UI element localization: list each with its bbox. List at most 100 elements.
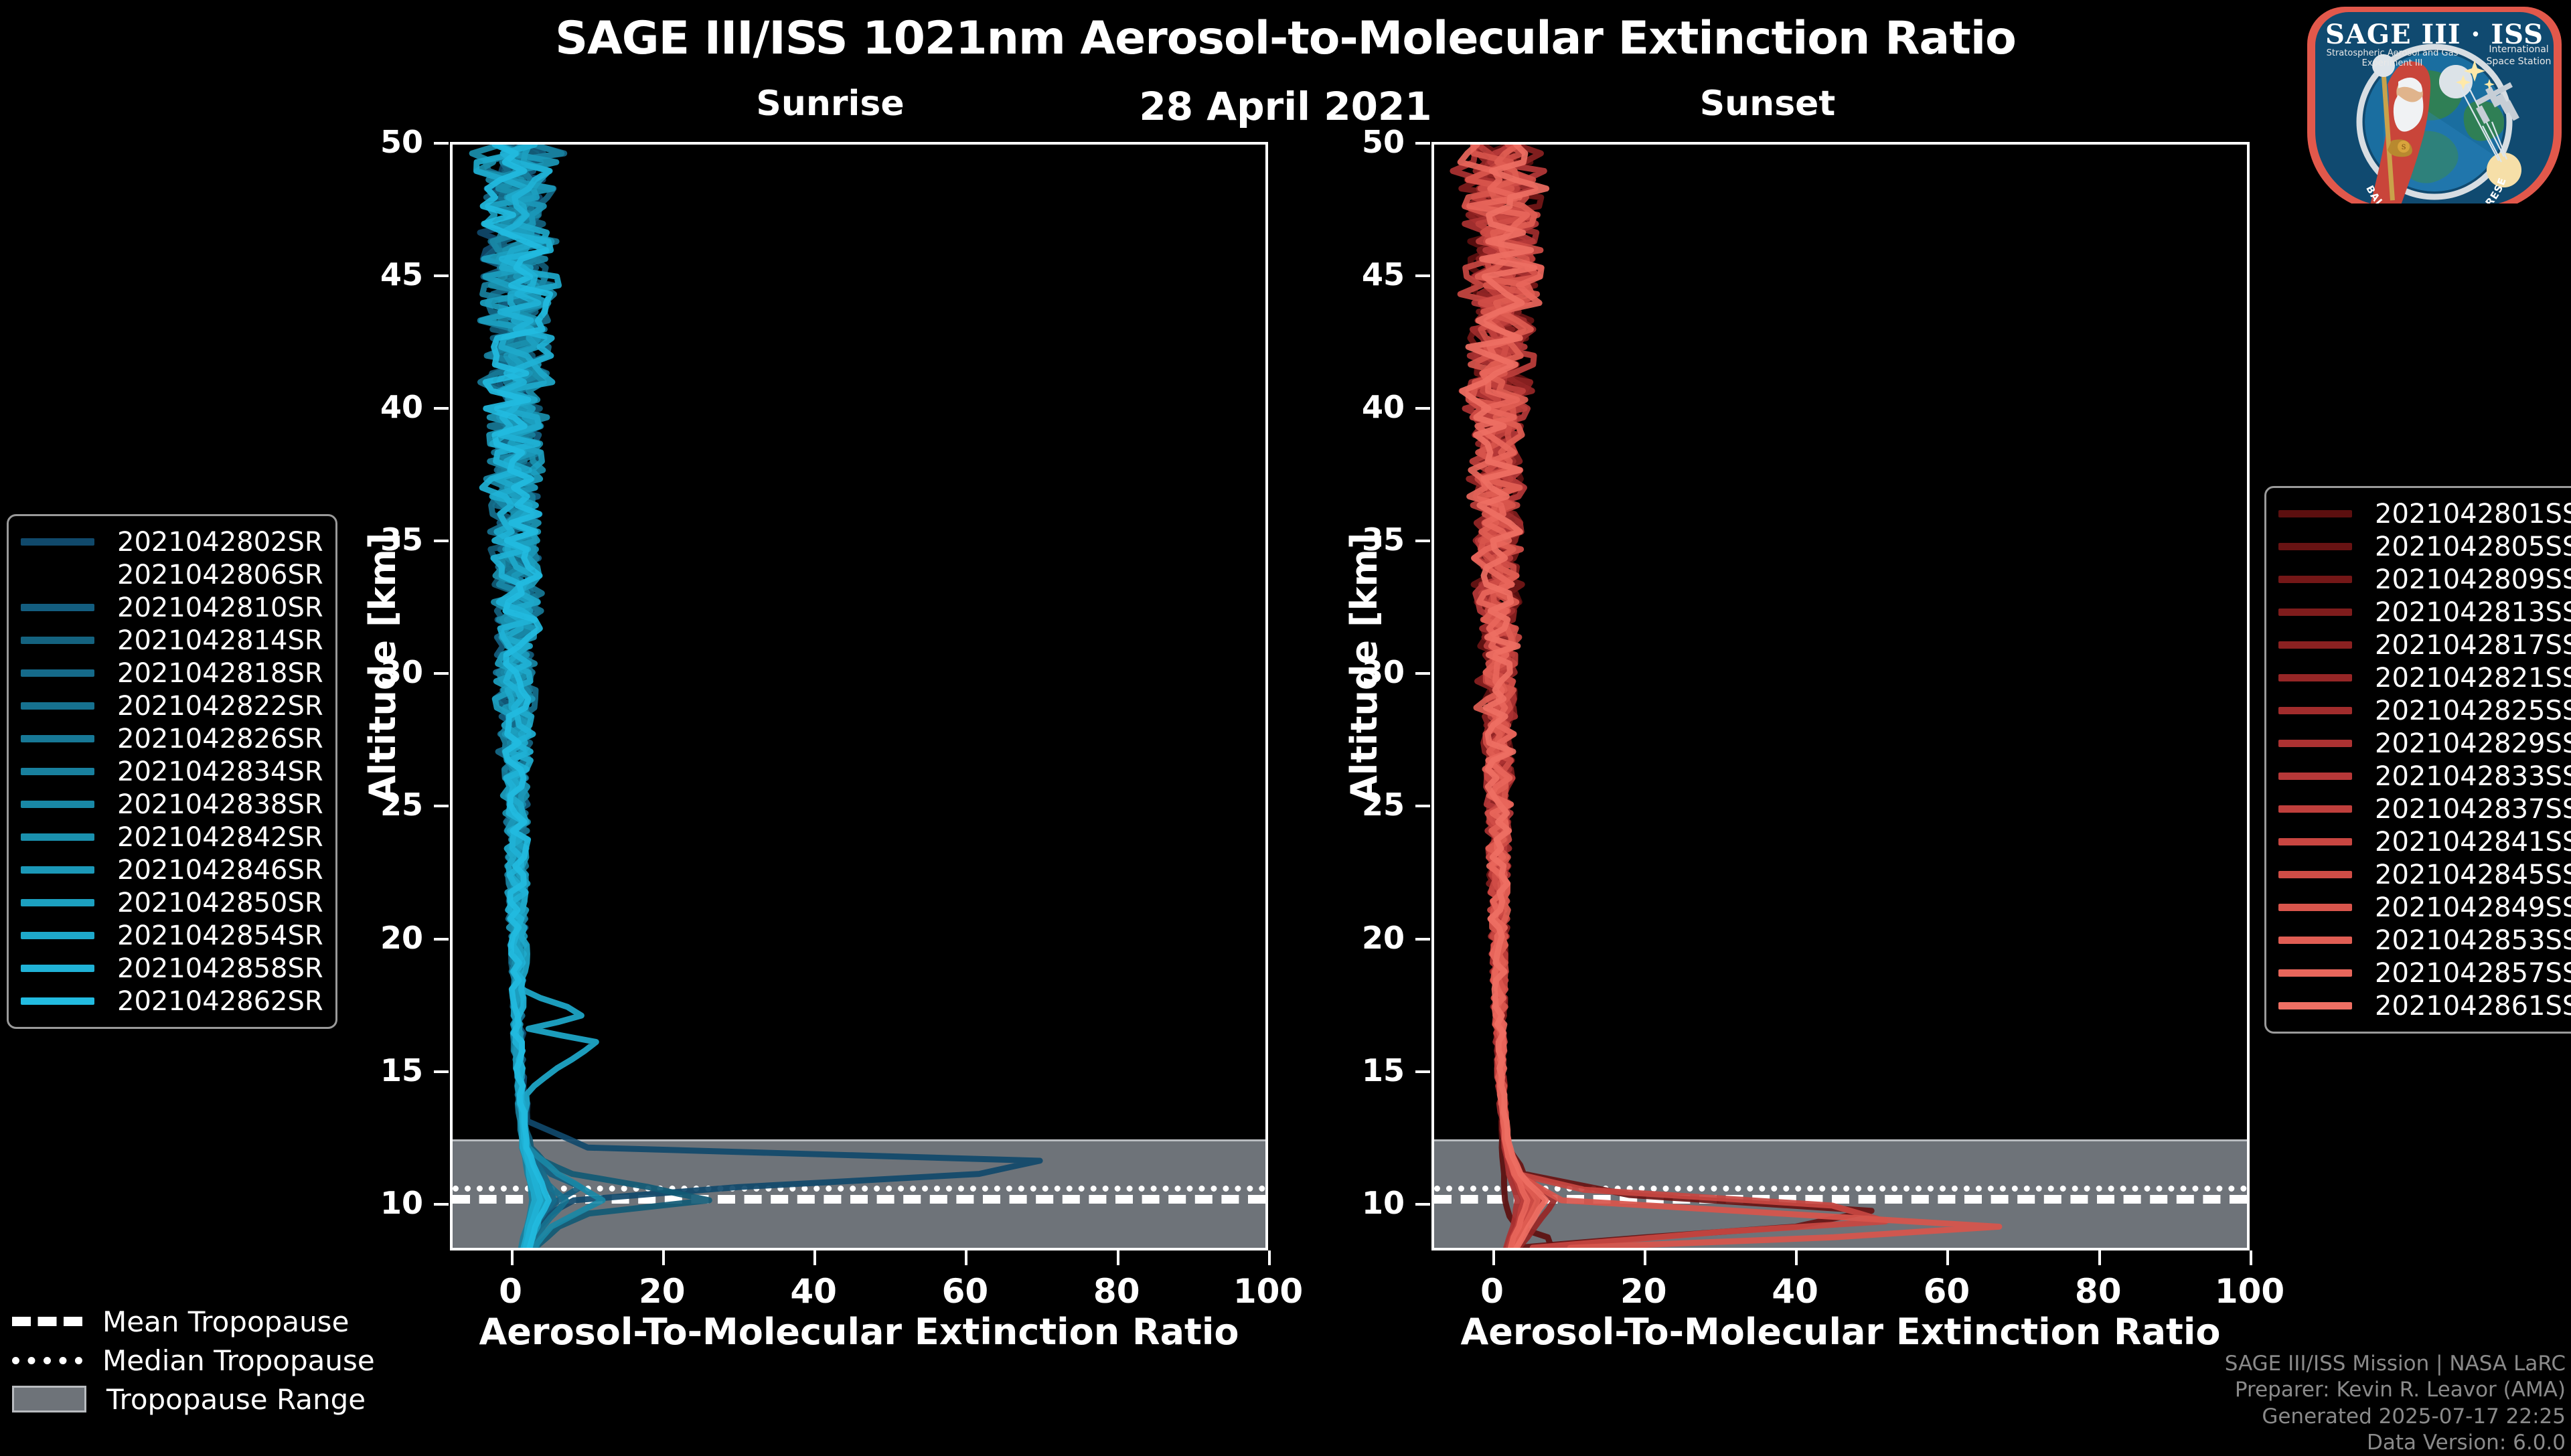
y-axis-tick-label: 35 (380, 521, 423, 558)
sunset-subtitle: Sunset (1699, 84, 1836, 124)
y-axis-tick (434, 274, 449, 278)
legend-color-swatch (21, 604, 94, 611)
x-axis-tick-label: 40 (1772, 1272, 1818, 1311)
legend-color-swatch (21, 801, 94, 808)
y-axis-tick-label: 40 (380, 389, 423, 426)
legend-label: 2021042842SR (117, 821, 323, 853)
sunrise-legend-item[interactable]: 2021042814SR (21, 624, 323, 657)
legend-color-swatch (2278, 740, 2352, 747)
sunset-legend[interactable]: 2021042801SS 2021042805SS 2021042809SS 2021… (2264, 486, 2571, 1034)
y-axis-tick (434, 937, 449, 941)
sunrise-legend-item[interactable]: 2021042842SR (21, 821, 323, 854)
sunrise-legend-item[interactable]: 2021042854SR (21, 919, 323, 952)
legend-color-swatch (21, 899, 94, 906)
legend-color-swatch (2278, 641, 2352, 649)
sunrise-legend-item[interactable]: 2021042858SR (21, 952, 323, 985)
sunset-legend-item[interactable]: 2021042861SS (2278, 989, 2571, 1022)
sunrise-legend-item[interactable]: 2021042846SR (21, 854, 323, 886)
y-axis-tick (434, 1070, 449, 1073)
legend-color-swatch (2278, 674, 2352, 681)
profile-line (477, 145, 1043, 1248)
sunrise-legend-item[interactable]: 2021042850SR (21, 886, 323, 919)
tropopause-legend-item: Median Tropopause (12, 1341, 375, 1380)
sunset-legend-item[interactable]: 2021042845SS (2278, 858, 2571, 891)
sunrise-legend-item[interactable]: 2021042806SR (21, 558, 323, 591)
sunrise-legend-item[interactable]: 2021042822SR (21, 690, 323, 722)
y-axis-tick (1415, 672, 1430, 675)
x-axis-tick-label: 40 (790, 1272, 837, 1311)
sage-iii-iss-mission-patch: S BALL · NASA LANGLEY RESEARCH CENTER · … (2299, 0, 2566, 234)
legend-color-swatch (21, 997, 94, 1005)
x-axis-tick (2250, 1250, 2252, 1265)
legend-color-swatch (2278, 510, 2352, 517)
sunset-legend-item[interactable]: 2021042853SS (2278, 924, 2571, 957)
x-axis-tick (510, 1250, 514, 1265)
patch-subtitle-right: International Space Station (2486, 44, 2552, 67)
x-axis-tick (1492, 1250, 1495, 1265)
tropopause-range-band-sunset (1434, 1139, 2247, 1248)
y-axis-tick-label: 50 (380, 124, 423, 160)
sunrise-profile-curves (469, 145, 1043, 1248)
sunrise-legend-item[interactable]: 2021042826SR (21, 722, 323, 755)
profile-line (1457, 145, 1889, 1248)
legend-label: 2021042854SR (117, 920, 323, 951)
credits-line: Data Version: 6.0.0 (2366, 1431, 2566, 1455)
y-axis-tick-label: 45 (1361, 256, 1405, 293)
y-axis-tick-label: 20 (380, 919, 423, 956)
legend-label: 2021042834SR (117, 756, 323, 787)
tropopause-legend-swatch (12, 1356, 82, 1364)
sunset-legend-item[interactable]: 2021042817SS (2278, 629, 2571, 661)
legend-label: 2021042861SS (2375, 990, 2571, 1022)
svg-text:S: S (2402, 144, 2406, 151)
legend-label: 2021042833SS (2375, 760, 2571, 792)
credits-line: SAGE III/ISS Mission | NASA LaRC (2224, 1352, 2566, 1376)
legend-label: 2021042853SS (2375, 924, 2571, 956)
legend-label: 2021042814SR (117, 625, 323, 656)
sunset-legend-item[interactable]: 2021042829SS (2278, 727, 2571, 760)
sunset-legend-item[interactable]: 2021042837SS (2278, 793, 2571, 825)
sunset-legend-item[interactable]: 2021042809SS (2278, 563, 2571, 596)
legend-label: 2021042802SR (117, 526, 323, 558)
legend-label: 2021042837SS (2375, 793, 2571, 825)
sunrise-legend-item[interactable]: 2021042862SR (21, 985, 323, 1018)
sunrise-legend-item[interactable]: 2021042818SR (21, 657, 323, 690)
y-axis-tick-label: 50 (1361, 124, 1405, 160)
legend-label: 2021042845SS (2375, 859, 2571, 890)
sunrise-subtitle: Sunrise (756, 84, 905, 124)
patch-subtitle-left: Stratospheric Aerosol and Gas Experiment… (2326, 48, 2459, 68)
sunset-legend-item[interactable]: 2021042813SS (2278, 596, 2571, 629)
tropopause-legend-swatch (12, 1386, 86, 1412)
y-axis-tick-label: 30 (1361, 654, 1405, 691)
y-axis-tick (1415, 540, 1430, 543)
subtitle-row: Sunrise 28 April 2021 Sunset (0, 84, 2571, 131)
x-axis-tick (965, 1250, 968, 1265)
sunset-legend-item[interactable]: 2021042805SS (2278, 530, 2571, 563)
legend-label: 2021042846SR (117, 854, 323, 886)
sunrise-legend[interactable]: 2021042802SR 2021042806SR 2021042810SR 2021… (7, 514, 337, 1029)
sunset-legend-item[interactable]: 2021042825SS (2278, 694, 2571, 727)
sunset-legend-item[interactable]: 2021042821SS (2278, 661, 2571, 694)
legend-color-swatch (21, 538, 94, 546)
x-axis-tick-label: 80 (1093, 1272, 1140, 1311)
sunset-legend-item[interactable]: 2021042857SS (2278, 957, 2571, 989)
sunset-legend-item[interactable]: 2021042833SS (2278, 760, 2571, 793)
x-axis-tick (1116, 1250, 1119, 1265)
legend-color-swatch (21, 932, 94, 939)
x-axis-tick (1795, 1250, 1798, 1265)
sunset-plot-panel (1431, 142, 2250, 1250)
sunset-legend-item[interactable]: 2021042849SS (2278, 891, 2571, 924)
legend-label: 2021042826SR (117, 723, 323, 754)
sunset-legend-item[interactable]: 2021042841SS (2278, 825, 2571, 858)
sunrise-legend-item[interactable]: 2021042834SR (21, 755, 323, 788)
sunrise-legend-item[interactable]: 2021042838SR (21, 788, 323, 821)
y-axis-tick-label: 25 (380, 787, 423, 823)
patch-title: SAGE III · ISS (2325, 19, 2544, 50)
legend-color-swatch (2278, 937, 2352, 944)
legend-color-swatch (21, 768, 94, 775)
sunrise-legend-item[interactable]: 2021042810SR (21, 591, 323, 624)
legend-color-swatch (21, 866, 94, 874)
y-axis-tick (434, 540, 449, 543)
sunrise-legend-item[interactable]: 2021042802SR (21, 525, 323, 558)
legend-label: 2021042857SS (2375, 957, 2571, 989)
sunset-legend-item[interactable]: 2021042801SS (2278, 497, 2571, 530)
